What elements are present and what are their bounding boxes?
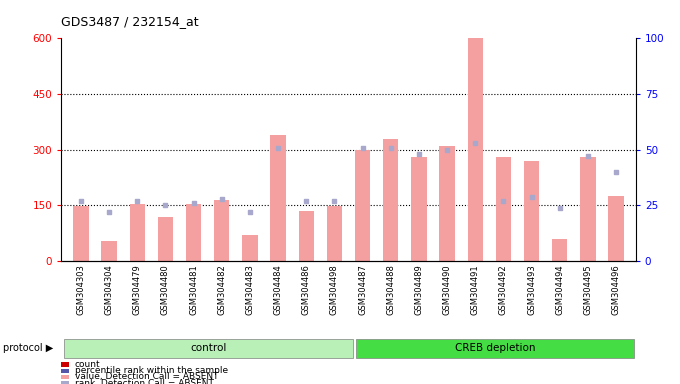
Bar — [580, 157, 596, 261]
Point — [386, 144, 396, 151]
Bar — [299, 211, 314, 261]
Bar — [129, 204, 145, 261]
Text: value, Detection Call = ABSENT: value, Detection Call = ABSENT — [75, 372, 218, 381]
Bar — [524, 161, 539, 261]
Bar — [242, 235, 258, 261]
Bar — [383, 139, 398, 261]
Point — [301, 198, 311, 204]
Bar — [552, 239, 568, 261]
Point — [413, 151, 424, 157]
Point — [75, 198, 86, 204]
Point — [470, 140, 481, 146]
Point — [245, 209, 256, 215]
Point — [611, 169, 622, 175]
Point — [583, 153, 594, 159]
Text: protocol ▶: protocol ▶ — [3, 343, 54, 354]
Bar — [101, 241, 117, 261]
Text: GDS3487 / 232154_at: GDS3487 / 232154_at — [61, 15, 199, 28]
Bar — [186, 204, 201, 261]
Point — [273, 144, 284, 151]
Point — [132, 198, 143, 204]
Text: control: control — [190, 343, 226, 354]
Bar — [214, 200, 229, 261]
Point — [441, 147, 452, 153]
Bar — [356, 339, 634, 358]
Bar — [158, 217, 173, 261]
Point — [357, 144, 368, 151]
Text: rank, Detection Call = ABSENT: rank, Detection Call = ABSENT — [75, 379, 214, 384]
Bar — [411, 157, 426, 261]
Text: count: count — [75, 360, 101, 369]
Bar — [609, 196, 624, 261]
Text: CREB depletion: CREB depletion — [455, 343, 535, 354]
Point — [188, 200, 199, 206]
Point — [216, 196, 227, 202]
Bar — [355, 150, 371, 261]
Bar — [326, 206, 342, 261]
Point — [160, 202, 171, 209]
Point — [554, 205, 565, 211]
Text: percentile rank within the sample: percentile rank within the sample — [75, 366, 228, 375]
Bar — [468, 38, 483, 261]
Bar — [439, 146, 455, 261]
Bar — [496, 157, 511, 261]
Point — [329, 198, 340, 204]
Point — [526, 194, 537, 200]
Bar — [73, 206, 88, 261]
Point — [103, 209, 114, 215]
Bar — [64, 339, 353, 358]
Bar — [271, 135, 286, 261]
Point — [498, 198, 509, 204]
